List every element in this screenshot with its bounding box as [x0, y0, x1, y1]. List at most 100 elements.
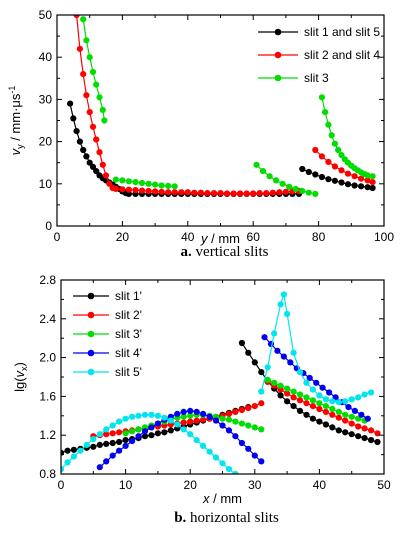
chart1-series-4-point-0-0 [61, 466, 65, 473]
chart1-series-3-point-0-6 [135, 433, 142, 440]
chart0-legend-marker-0 [274, 28, 282, 36]
chart0-series-1-point-0-32 [243, 190, 250, 197]
chart0-series-0-point-1-11 [369, 184, 376, 192]
chart1-series-2-point-1-2 [277, 382, 284, 389]
chart1-series-1-point-1-4 [290, 394, 297, 401]
chart0-series-2-point-2-6 [292, 185, 299, 192]
chart1-series-1-point-0-24 [245, 404, 252, 412]
chart1-series-4-point-1-8 [303, 379, 310, 386]
chart0-series-1-point-0-38 [282, 188, 289, 195]
chart1-series-0-point-0-15 [154, 430, 161, 437]
chart0-series-1-point-1-7 [358, 175, 365, 182]
chart1-series-3-point-0-1 [103, 458, 110, 465]
chart1-series-2-line-1 [267, 379, 365, 422]
chart1-series-0-point-1-7 [284, 398, 291, 405]
chart1-series-1-point-0-26 [258, 400, 265, 407]
chart1-series-2-point-0-10 [187, 412, 194, 419]
chart1-series-0 [61, 339, 381, 456]
chart1-series-0-point-0-8 [109, 439, 116, 447]
chart0-series-1-point-0-30 [230, 190, 237, 197]
chart1-y-tick-label-4: 2.4 [39, 312, 56, 326]
chart0-legend-label-1: slit 2 and slit 4 [304, 48, 380, 62]
chart0-series-1-point-0-13 [119, 186, 126, 193]
chart0-series-1-point-0-28 [217, 190, 224, 197]
chart0-y-tick-label-2: 20 [39, 135, 53, 149]
chart0-series-2-line-2 [256, 164, 316, 195]
chart1-series-3-point-0-8 [148, 424, 155, 431]
chart1-legend-label-0: slit 1' [115, 289, 142, 303]
chart1-series-0-point-1-14 [329, 424, 336, 431]
chart1-series-3-point-1-15 [358, 411, 365, 418]
chart0-series-0-point-0-2 [73, 128, 80, 135]
chart1-series-0-point-0-13 [141, 433, 149, 440]
chart1-series-0-point-1-0 [238, 339, 245, 347]
chart1-series-3-point-0-14 [187, 407, 194, 414]
chart1-series-0-point-1-19 [361, 435, 368, 442]
chart0-series-1-point-0-35 [263, 190, 270, 197]
chart1-series-3-point-1-8 [313, 379, 320, 386]
chart1-series-4-point-1-18 [368, 389, 375, 396]
chart0-plot-area [67, 15, 376, 197]
chart0-series-2-point-3-14 [364, 172, 371, 179]
chart1-series-4-point-1-10 [316, 392, 323, 399]
chart1-series-4-point-1-7 [296, 369, 304, 376]
chart0-series-1-point-0-9 [102, 172, 110, 179]
chart0-series-0-point-0-1 [70, 115, 77, 122]
chart1-series-4-point-0-26 [225, 466, 233, 473]
chart0-series-2-point-3-15 [369, 173, 376, 180]
chart1-series-4-point-1-5 [284, 310, 291, 317]
chart0-series-1-point-0-7 [96, 149, 103, 156]
chart1-x-tick-label-4: 40 [313, 478, 327, 492]
chart0-y-axis-label: vy / mm·μs-1 [7, 86, 25, 156]
chart1-series-4-point-1-12 [329, 398, 336, 405]
chart1-series-0-point-1-3 [258, 369, 265, 376]
chart0-series-1-point-0-33 [250, 190, 257, 197]
chart1-series-3-point-0-21 [232, 433, 239, 440]
chart1-series-4-point-0-15 [154, 412, 161, 419]
chart1-series-3-point-1-4 [287, 359, 294, 366]
chart0-series-1-point-0-14 [125, 186, 132, 193]
chart0-series-2-point-3-2 [325, 121, 332, 128]
chart1-series-0-point-1-2 [251, 359, 258, 366]
chart0-series-1-point-1-2 [325, 158, 332, 165]
chart1-y-tick-label-2: 1.6 [39, 389, 56, 403]
chart1-series-0-point-1-16 [342, 429, 349, 436]
chart1-series-4-point-0-22 [200, 442, 207, 449]
chart0-series-2-point-1-6 [152, 181, 159, 188]
chart0-series-0-point-1-6 [338, 179, 345, 186]
chart1-series-0-point-0-6 [96, 441, 103, 448]
chart0-series-1-point-0-15 [132, 187, 139, 194]
chart0-series-1-point-0-17 [145, 187, 152, 195]
chart1-series-0-point-0-14 [148, 432, 155, 439]
chart1-series-2-point-0-15 [219, 415, 226, 422]
chart0-series-1-point-1-3 [331, 163, 338, 170]
chart0-series-2-point-3-4 [331, 140, 338, 147]
chart1-legend-marker-2 [87, 330, 95, 338]
chart1-series-4-point-0-23 [206, 448, 213, 455]
chart1-series-4-point-1-6 [290, 349, 297, 356]
chart1-series-0-point-0-17 [167, 427, 174, 434]
chart0-series-1-point-0-29 [223, 190, 231, 197]
chart1-series-2-point-1-7 [309, 397, 316, 404]
chart0-series-1-point-0-31 [237, 190, 244, 197]
chart0-legend-label-0: slit 1 and slit 5 [304, 25, 380, 39]
chart1-series-0-point-0-10 [122, 437, 129, 444]
chart1-series-2-point-0-17 [232, 418, 239, 425]
chart1-series-0-point-1-9 [296, 407, 304, 414]
chart1-series-3-point-0-24 [251, 452, 258, 459]
chart1-series-2-point-1-13 [348, 413, 355, 420]
chart1-series-2-point-1-12 [342, 411, 349, 418]
chart1-series-0-point-1-20 [368, 437, 375, 444]
chart0-x-axis-label: y / mm [200, 231, 240, 246]
chart1-series-1-point-0-4 [116, 429, 123, 436]
chart0-series-2-point-1-5 [145, 180, 152, 187]
chart1-series-3-point-1-13 [345, 404, 352, 411]
chart1-series-4-point-1-2 [271, 330, 278, 337]
chart0-series-2-point-1-8 [165, 182, 172, 189]
chart1-series-0-point-0-5 [90, 443, 97, 450]
chart1-y-tick-label-1: 1.2 [39, 428, 56, 442]
chart-horizontal-slits: 0 10 20 30 40 50 0.8 1.2 1.6 2.0 2.4 2.8 x / mm lg(vx… [12, 273, 391, 526]
chart1-legend-marker-0 [87, 292, 95, 300]
chart1-series-3-point-0-17 [206, 413, 213, 420]
